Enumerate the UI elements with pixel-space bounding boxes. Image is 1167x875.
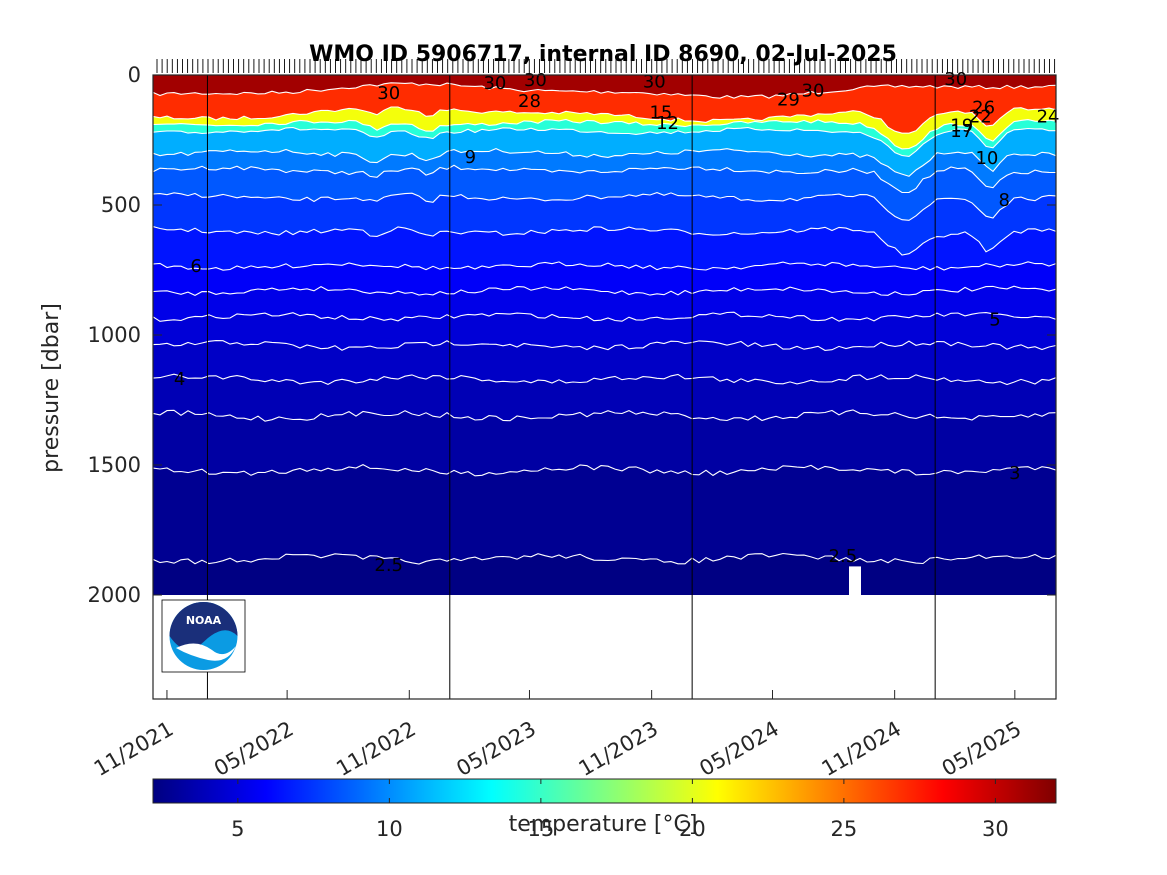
noaa-logo: NOAA xyxy=(161,599,246,673)
x-tick-label: 05/2024 xyxy=(695,717,783,781)
contour-label: 9 xyxy=(465,147,476,168)
contour-label: 2.5 xyxy=(829,546,858,567)
isotherm-line xyxy=(153,82,1056,99)
isotherm-line xyxy=(153,118,1056,150)
y-tick-label: 1500 xyxy=(88,453,141,477)
x-tick-label: 05/2025 xyxy=(938,717,1026,781)
colorbar-label: temperature [°C] xyxy=(509,812,698,837)
axes-frame xyxy=(152,74,1057,700)
contour-label: 19 xyxy=(950,116,973,137)
x-tick-label: 11/2024 xyxy=(818,717,906,781)
contour-label: 30 xyxy=(524,70,547,91)
isotherm-line xyxy=(153,463,1056,477)
colorbar-tick-label: 30 xyxy=(982,817,1009,841)
isotherm-line xyxy=(153,373,1056,386)
colorbar-tick-label: 10 xyxy=(376,817,403,841)
colorbar-tick-label: 5 xyxy=(231,817,244,841)
contour-label: 28 xyxy=(518,91,541,112)
isotherm-contours xyxy=(153,82,1056,565)
contour-label: 30 xyxy=(377,83,400,104)
contour-label: 3 xyxy=(1009,463,1020,484)
contour-label: 30 xyxy=(802,81,825,102)
y-axis-label: pressure [dbar] xyxy=(39,303,64,473)
y-tick-label: 0 xyxy=(128,63,141,87)
temperature-bands xyxy=(153,75,1056,595)
contour-label: 26 xyxy=(972,98,995,119)
profile-ticks xyxy=(156,59,1056,73)
x-tick-label: 11/2021 xyxy=(90,717,178,781)
isotherm-line xyxy=(153,164,1056,194)
isotherm-line xyxy=(153,148,1056,177)
isotherm-line xyxy=(153,192,1056,221)
colorbar-ticks: 5 10 15 20 25 30 xyxy=(231,779,1009,841)
isotherm-line xyxy=(153,409,1056,422)
x-tick-label: 11/2022 xyxy=(332,717,420,781)
data-gap xyxy=(849,566,861,595)
contour-label: 22 xyxy=(969,107,992,128)
y-axis-ticks: 0 500 1000 1500 2000 xyxy=(88,63,1056,607)
contour-label: 30 xyxy=(944,69,967,90)
temperature-section xyxy=(153,75,1056,595)
isotherm-line xyxy=(153,311,1056,322)
contour-label: 12 xyxy=(656,113,679,134)
colorbar-tick-label: 25 xyxy=(831,817,858,841)
contour-label: 17 xyxy=(950,121,973,142)
logo-text: NOAA xyxy=(186,614,222,627)
year-boundary-lines xyxy=(206,75,936,699)
contour-label: 10 xyxy=(975,148,998,169)
isotherm-line xyxy=(153,225,1056,256)
contour-label: 2.5 xyxy=(374,555,403,576)
y-tick-label: 1000 xyxy=(88,323,141,347)
chart-title: WMO ID 5906717, internal ID 8690, 02-Jul… xyxy=(309,42,897,67)
mixed-layer-band xyxy=(153,75,1056,99)
contour-label: 30 xyxy=(483,73,506,94)
isotherm-line xyxy=(153,126,1056,157)
y-tick-label: 2000 xyxy=(88,583,141,607)
colorbar-scale xyxy=(152,778,1057,804)
isotherm-line xyxy=(153,552,1056,565)
x-tick-label: 05/2022 xyxy=(210,717,298,781)
x-tick-label: 11/2023 xyxy=(575,717,663,781)
colorbar-tick-label: 20 xyxy=(679,817,706,841)
logo-bird-icon xyxy=(176,643,236,661)
isotherm-line xyxy=(153,285,1056,297)
y-tick-label: 500 xyxy=(101,193,141,217)
contour-label: 4 xyxy=(174,369,185,390)
isotherm-line xyxy=(153,261,1056,271)
contour-label: 6 xyxy=(190,256,201,277)
isotherm-line xyxy=(153,340,1056,351)
x-axis-ticks: 11/2021 05/2022 11/2022 05/2023 11/2023 05/20… xyxy=(90,690,1025,781)
x-tick-label: 05/2023 xyxy=(452,717,540,781)
contour-label: 15 xyxy=(649,103,672,124)
contour-label: 29 xyxy=(777,90,800,111)
contour-label: 24 xyxy=(1037,107,1060,128)
colorbar-tick-label: 15 xyxy=(527,817,554,841)
logo-dark-half xyxy=(169,602,238,650)
isotherm-line xyxy=(153,106,1056,134)
contour-label: 8 xyxy=(998,190,1009,211)
contour-label: 30 xyxy=(643,72,666,93)
colorbar: 5 10 15 20 25 30 temperature [°C] xyxy=(152,778,1057,841)
contour-label: 5 xyxy=(989,309,1000,330)
